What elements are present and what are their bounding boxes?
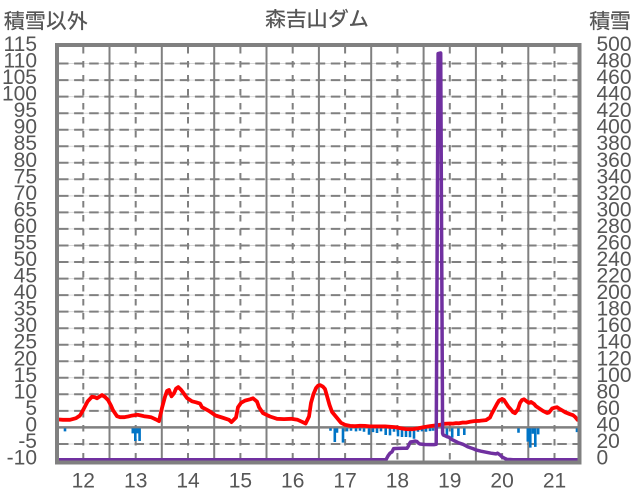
svg-text:420: 420 xyxy=(597,99,632,122)
svg-text:90: 90 xyxy=(14,116,37,139)
svg-text:110: 110 xyxy=(4,50,37,73)
svg-text:19: 19 xyxy=(438,470,461,493)
svg-text:280: 280 xyxy=(597,215,632,238)
svg-text:21: 21 xyxy=(543,470,566,493)
svg-text:15: 15 xyxy=(229,470,252,493)
svg-text:-10: -10 xyxy=(7,447,37,470)
svg-text:65: 65 xyxy=(14,198,37,221)
svg-text:40: 40 xyxy=(14,281,37,304)
svg-text:80: 80 xyxy=(14,149,37,172)
svg-text:75: 75 xyxy=(14,165,37,188)
svg-text:35: 35 xyxy=(14,298,37,321)
svg-text:20: 20 xyxy=(490,470,513,493)
svg-text:25: 25 xyxy=(14,331,37,354)
svg-text:440: 440 xyxy=(597,83,632,106)
svg-text:115: 115 xyxy=(4,33,37,56)
svg-text:5: 5 xyxy=(25,397,37,420)
svg-text:100: 100 xyxy=(2,83,37,106)
svg-text:16: 16 xyxy=(281,470,304,493)
svg-text:17: 17 xyxy=(333,470,356,493)
svg-text:10: 10 xyxy=(14,380,37,403)
svg-text:340: 340 xyxy=(597,165,632,188)
svg-text:14: 14 xyxy=(176,470,200,493)
svg-text:120: 120 xyxy=(597,347,632,370)
svg-text:60: 60 xyxy=(597,397,620,420)
svg-text:100: 100 xyxy=(597,364,632,387)
svg-text:500: 500 xyxy=(597,33,632,56)
svg-text:12: 12 xyxy=(72,470,95,493)
svg-text:70: 70 xyxy=(14,182,37,205)
svg-text:200: 200 xyxy=(597,281,632,304)
svg-text:85: 85 xyxy=(14,132,37,155)
svg-text:15: 15 xyxy=(14,364,37,387)
svg-text:300: 300 xyxy=(597,198,632,221)
svg-text:180: 180 xyxy=(597,298,632,321)
svg-text:105: 105 xyxy=(2,66,37,89)
svg-text:45: 45 xyxy=(14,265,37,288)
svg-text:400: 400 xyxy=(597,116,632,139)
svg-text:240: 240 xyxy=(597,248,632,271)
svg-text:50: 50 xyxy=(14,248,37,271)
svg-text:0: 0 xyxy=(597,447,609,470)
svg-text:30: 30 xyxy=(14,314,37,337)
svg-text:40: 40 xyxy=(597,413,620,436)
svg-text:20: 20 xyxy=(597,430,620,453)
svg-text:460: 460 xyxy=(597,66,632,89)
svg-text:480: 480 xyxy=(597,50,632,73)
svg-text:18: 18 xyxy=(386,470,409,493)
svg-text:95: 95 xyxy=(14,99,37,122)
svg-text:360: 360 xyxy=(597,149,632,172)
svg-text:0: 0 xyxy=(25,413,37,436)
svg-text:-5: -5 xyxy=(18,430,37,453)
svg-text:13: 13 xyxy=(124,470,147,493)
svg-text:220: 220 xyxy=(597,265,632,288)
svg-text:380: 380 xyxy=(597,132,632,155)
svg-text:260: 260 xyxy=(597,232,632,255)
svg-text:320: 320 xyxy=(597,182,632,205)
svg-text:55: 55 xyxy=(14,232,37,255)
svg-text:80: 80 xyxy=(597,380,620,403)
svg-text:20: 20 xyxy=(14,347,37,370)
svg-text:60: 60 xyxy=(14,215,37,238)
svg-text:140: 140 xyxy=(597,331,632,354)
svg-text:160: 160 xyxy=(597,314,632,337)
